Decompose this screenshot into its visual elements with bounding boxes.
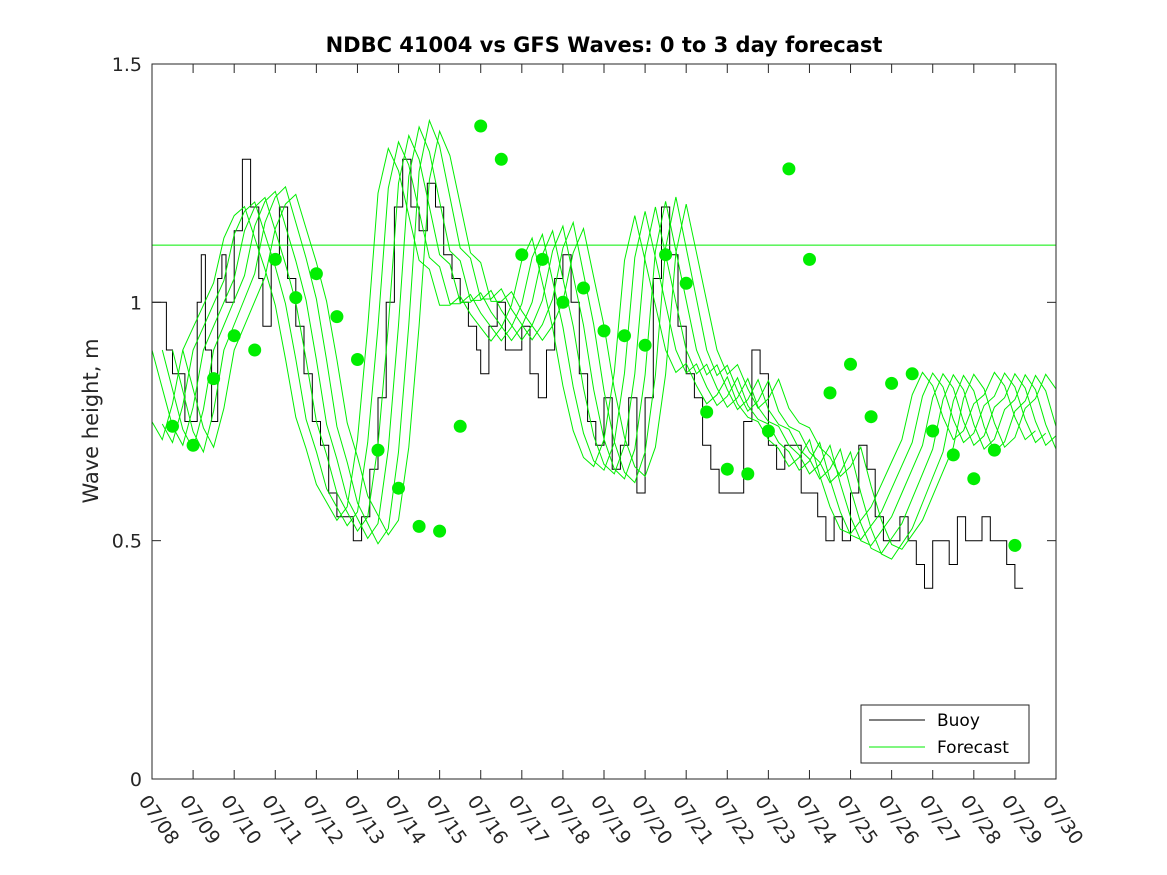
y-tick-label: 1.5 — [112, 54, 142, 76]
forecast-marker — [885, 376, 899, 390]
forecast-marker — [700, 405, 714, 419]
forecast-marker — [761, 424, 775, 438]
x-tick-label: 07/20 — [627, 791, 676, 848]
forecast-line-1 — [161, 125, 1057, 554]
x-tick-label: 07/15 — [422, 791, 471, 848]
x-tick-label: 07/09 — [175, 791, 224, 848]
forecast-marker — [515, 248, 529, 262]
chart-title: NDBC 41004 vs GFS Waves: 0 to 3 day fore… — [326, 33, 883, 57]
x-tick-label: 07/25 — [832, 791, 881, 848]
forecast-marker — [1008, 538, 1022, 552]
forecast-marker — [268, 252, 282, 266]
forecast-marker — [926, 424, 940, 438]
y-tick-label: 1 — [130, 292, 142, 314]
y-axis-label: Wave height, m — [79, 338, 103, 503]
forecast-marker — [967, 472, 981, 486]
forecast-marker — [597, 324, 611, 338]
forecast-marker — [186, 438, 200, 452]
forecast-line-0 — [151, 133, 1057, 547]
forecast-marker — [494, 152, 508, 166]
x-tick-label: 07/08 — [134, 791, 183, 848]
x-tick-label: 07/16 — [463, 791, 512, 848]
forecast-marker — [905, 367, 919, 381]
forecast-marker — [207, 372, 221, 386]
forecast-marker — [412, 519, 426, 533]
x-tick-label: 07/18 — [545, 791, 594, 848]
forecast-marker — [535, 252, 549, 266]
forecast-marker — [618, 329, 631, 343]
forecast-marker — [864, 410, 878, 424]
forecast-marker — [289, 291, 303, 305]
x-tick-label: 07/28 — [956, 791, 1005, 848]
forecast-marker — [741, 467, 755, 481]
forecast-markers — [166, 119, 1022, 552]
forecast-line-5 — [182, 129, 1057, 550]
forecast-marker — [720, 462, 734, 476]
legend: Buoy Forecast — [860, 704, 1030, 764]
forecast-series — [151, 118, 1057, 560]
x-tick-label: 07/22 — [709, 791, 758, 848]
x-tick-label: 07/14 — [380, 791, 429, 848]
x-tick-label: 07/23 — [750, 791, 799, 848]
forecast-line-2 — [161, 140, 1047, 541]
forecast-marker — [227, 329, 241, 343]
x-tick-label: 07/19 — [586, 791, 635, 848]
x-tick-label: 07/26 — [874, 791, 923, 848]
forecast-marker — [803, 252, 816, 266]
legend-buoy-label: Buoy — [937, 711, 980, 731]
x-tick-label: 07/30 — [1038, 791, 1087, 848]
forecast-marker — [782, 162, 796, 176]
x-tick-label: 07/10 — [216, 791, 265, 848]
forecast-marker — [330, 310, 344, 324]
forecast-marker — [823, 386, 837, 400]
forecast-marker — [166, 419, 179, 433]
legend-forecast-label: Forecast — [937, 738, 1009, 758]
forecast-marker — [371, 443, 385, 457]
forecast-marker — [987, 443, 1001, 457]
forecast-marker — [248, 343, 262, 357]
forecast-marker — [844, 357, 857, 371]
forecast-line-4 — [151, 146, 1036, 535]
x-tick-label: 07/24 — [791, 791, 840, 848]
forecast-marker — [474, 119, 488, 133]
forecast-marker — [351, 353, 364, 366]
x-tick-label: 07/17 — [504, 791, 553, 848]
forecast-marker — [309, 267, 323, 281]
x-tick-label: 07/21 — [668, 791, 717, 848]
forecast-marker — [679, 276, 693, 290]
forecast-marker — [577, 281, 590, 295]
forecast-marker — [433, 524, 447, 538]
y-tick-label: 0.5 — [112, 531, 142, 553]
forecast-line-3 — [172, 118, 1057, 560]
x-tick-label: 07/11 — [257, 791, 306, 848]
x-tick-label: 07/29 — [997, 791, 1046, 848]
forecast-marker — [659, 248, 673, 262]
x-tick-label: 07/12 — [298, 791, 347, 848]
forecast-marker — [556, 295, 570, 309]
forecast-marker — [392, 481, 405, 495]
x-tick-label: 07/13 — [339, 791, 388, 848]
x-tick-label: 07/27 — [915, 791, 964, 848]
y-tick-label: 0 — [130, 769, 142, 791]
legend-box — [860, 704, 1030, 764]
forecast-marker — [453, 419, 467, 433]
forecast-marker — [946, 448, 960, 462]
forecast-marker — [638, 338, 652, 352]
